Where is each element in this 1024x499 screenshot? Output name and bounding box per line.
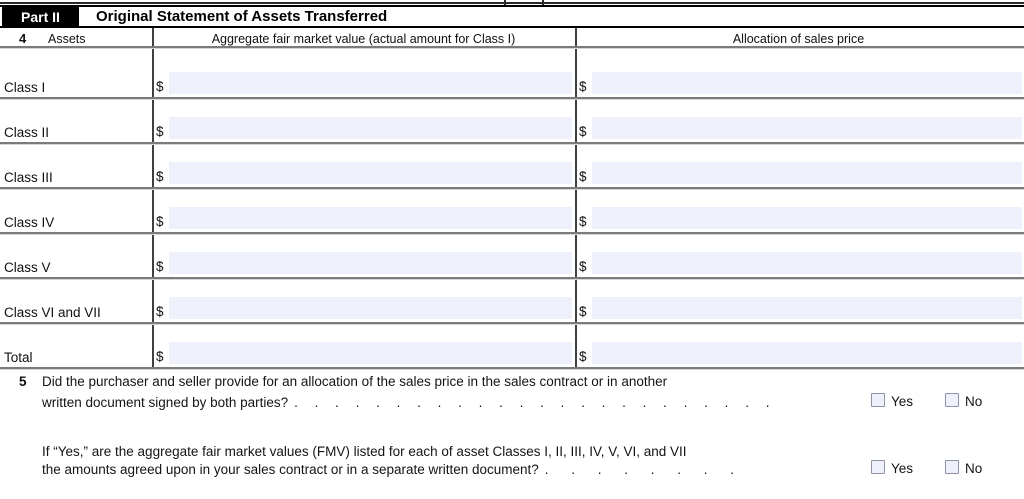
class-i-fmv-input[interactable]	[169, 72, 572, 94]
q5-yes-checkbox[interactable]	[871, 393, 885, 407]
gridline	[0, 367, 1024, 369]
gridline	[0, 232, 1024, 234]
dollar-sign: $	[579, 169, 587, 184]
question-5b-line1: If “Yes,” are the aggregate fair market …	[42, 444, 687, 459]
part2-header-bar: Part II Original Statement of Assets Tra…	[0, 5, 1024, 28]
dollar-sign: $	[156, 169, 164, 184]
row-label: Class VI and VII	[4, 305, 101, 320]
dollar-sign: $	[579, 259, 587, 274]
dollar-sign: $	[579, 304, 587, 319]
total-allocation-input[interactable]	[592, 342, 1022, 364]
part2-title: Original Statement of Assets Transferred	[96, 8, 388, 25]
gridline	[0, 97, 1024, 99]
dollar-sign: $	[579, 79, 587, 94]
class-vi-vii-fmv-input[interactable]	[169, 297, 572, 319]
class-iv-fmv-input[interactable]	[169, 207, 572, 229]
row-label: Class II	[4, 125, 50, 140]
class-iv-allocation-input[interactable]	[592, 207, 1022, 229]
dot-leader: . . . . . . . .	[544, 462, 735, 477]
class-i-allocation-input[interactable]	[592, 72, 1022, 94]
class-ii-fmv-input[interactable]	[169, 117, 572, 139]
dollar-sign: $	[156, 349, 164, 364]
gridline	[0, 46, 1024, 48]
part2-badge: Part II	[2, 7, 79, 26]
class-vi-vii-allocation-input[interactable]	[592, 297, 1022, 319]
class-ii-allocation-input[interactable]	[592, 117, 1022, 139]
q5-yes-label: Yes	[891, 394, 914, 409]
q5b-no-checkbox[interactable]	[945, 460, 959, 474]
class-v-fmv-input[interactable]	[169, 252, 572, 274]
q5b-yes-checkbox[interactable]	[871, 460, 885, 474]
question-5-line1: Did the purchaser and seller provide for…	[42, 374, 668, 389]
gridline	[0, 187, 1024, 189]
dollar-sign: $	[156, 259, 164, 274]
top-tick-divider	[542, 0, 544, 6]
row-label: Class IV	[4, 215, 55, 230]
q5b-yes-label: Yes	[891, 461, 914, 476]
row-label: Class I	[4, 80, 46, 95]
gridline	[0, 322, 1024, 324]
class-iii-fmv-input[interactable]	[169, 162, 572, 184]
top-border-line	[0, 2, 1024, 4]
dollar-sign: $	[156, 304, 164, 319]
dollar-sign: $	[579, 214, 587, 229]
dollar-sign: $	[579, 124, 587, 139]
column-header-allocation: Allocation of sales price	[732, 32, 865, 46]
question-number: 5	[19, 374, 27, 389]
top-tick-divider	[504, 0, 506, 6]
dollar-sign: $	[156, 124, 164, 139]
total-fmv-input[interactable]	[169, 342, 572, 364]
dot-leader: . . . . . . . . . . . . . . . . . . . . …	[294, 395, 770, 410]
gridline	[0, 277, 1024, 279]
class-iii-allocation-input[interactable]	[592, 162, 1022, 184]
row-label: Class V	[4, 260, 51, 275]
question-5-line2-text: written document signed by both parties?	[42, 395, 289, 410]
row-label: Class III	[4, 170, 53, 185]
question-5-line2: written document signed by both parties?…	[42, 395, 769, 410]
q5-no-label: No	[965, 394, 983, 409]
question-5b-line2-text: the amounts agreed upon in your sales co…	[42, 462, 539, 477]
line4-item-number: 4	[19, 31, 27, 46]
table-divider-right	[575, 28, 577, 367]
row-label: Total	[4, 350, 33, 365]
table-divider-left	[152, 28, 154, 367]
q5-no-checkbox[interactable]	[945, 393, 959, 407]
dollar-sign: $	[579, 349, 587, 364]
column-header-fmv: Aggregate fair market value (actual amou…	[211, 32, 516, 46]
q5b-no-label: No	[965, 461, 983, 476]
dollar-sign: $	[156, 79, 164, 94]
column-header-assets: Assets	[48, 32, 86, 46]
question-5b-line2: the amounts agreed upon in your sales co…	[42, 462, 734, 477]
gridline	[0, 142, 1024, 144]
class-v-allocation-input[interactable]	[592, 252, 1022, 274]
dollar-sign: $	[156, 214, 164, 229]
